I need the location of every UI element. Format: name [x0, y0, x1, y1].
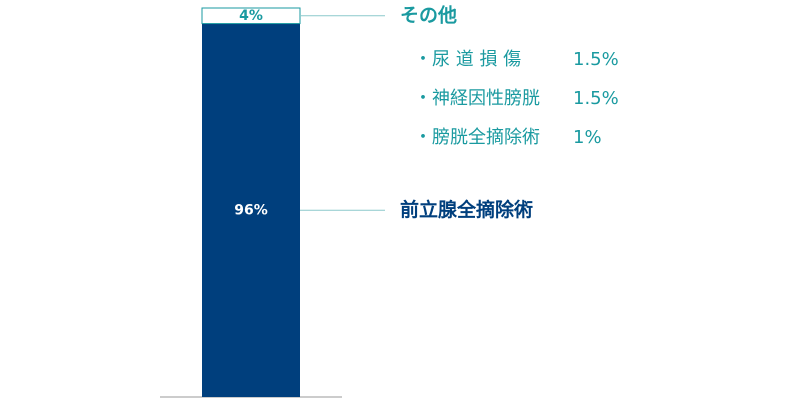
detail-value: 1.5%	[573, 49, 619, 70]
detail-value: 1%	[573, 127, 602, 148]
category-label: 前立腺全摘除術	[400, 198, 533, 221]
category-label: その他	[400, 3, 457, 26]
detail-name: ・神経因性膀胱	[414, 88, 540, 109]
detail-name: ・膀胱全摘除術	[414, 127, 540, 148]
segment-label: 4%	[239, 8, 263, 24]
segment-label: 96%	[234, 202, 268, 218]
bar-segment	[202, 23, 300, 398]
detail-value: 1.5%	[573, 88, 619, 109]
detail-name: ・尿 道 損 傷	[414, 49, 521, 70]
